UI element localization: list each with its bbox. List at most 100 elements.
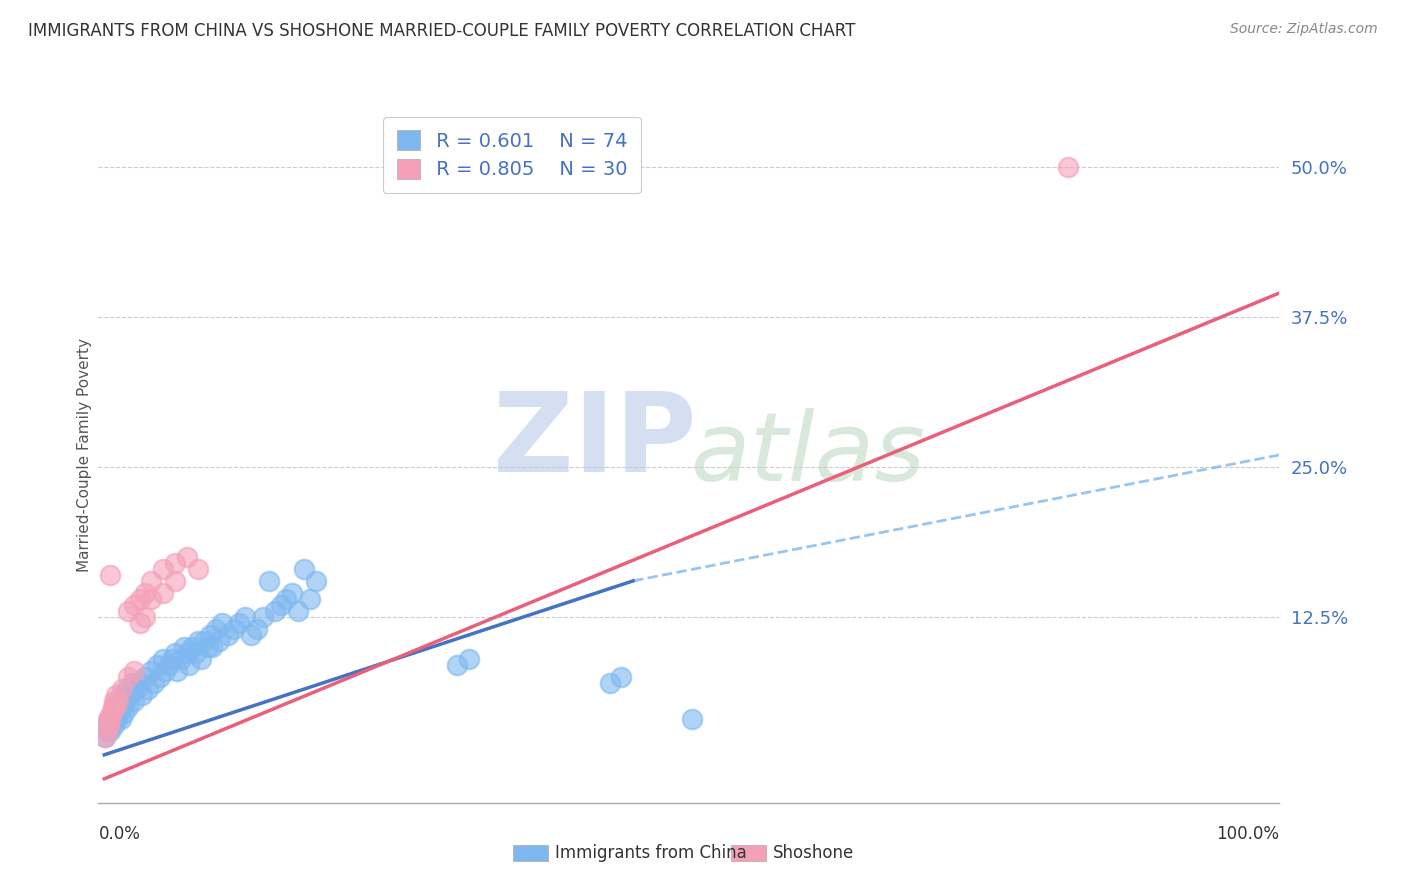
Point [141, 591, 163, 606]
Point [228, 615, 250, 630]
Point [97, 712, 120, 726]
Point [105, 688, 128, 702]
Point [155, 664, 177, 678]
Point [117, 670, 139, 684]
Point [122, 598, 145, 612]
Point [122, 664, 145, 678]
Point [107, 706, 129, 720]
Point [166, 664, 188, 678]
Point [112, 706, 135, 720]
Point [246, 622, 269, 636]
Point [114, 694, 136, 708]
Point [157, 657, 180, 672]
Text: 0.0%: 0.0% [98, 825, 141, 843]
Point [111, 681, 134, 696]
Point [131, 688, 153, 702]
Point [100, 712, 122, 726]
Point [134, 586, 156, 600]
Point [233, 610, 256, 624]
Point [217, 628, 239, 642]
Y-axis label: Married-Couple Family Poverty: Married-Couple Family Poverty [77, 338, 91, 572]
Point [457, 652, 479, 666]
Point [105, 699, 128, 714]
Point [125, 681, 148, 696]
Legend:  R = 0.601    N = 74,  R = 0.805    N = 30: R = 0.601 N = 74, R = 0.805 N = 30 [382, 117, 641, 193]
Point [211, 615, 233, 630]
Point [176, 646, 198, 660]
Point [134, 610, 156, 624]
Point [173, 640, 195, 654]
Point [108, 694, 131, 708]
Point [201, 640, 224, 654]
Point [134, 670, 156, 684]
Point [104, 699, 127, 714]
Text: atlas: atlas [689, 409, 925, 501]
Point [152, 562, 174, 576]
Point [94, 730, 117, 744]
Point [96, 723, 118, 738]
Point [128, 591, 150, 606]
Point [193, 633, 215, 648]
Point [111, 699, 134, 714]
Text: Source: ZipAtlas.com: Source: ZipAtlas.com [1230, 22, 1378, 37]
Point [681, 712, 703, 726]
Point [170, 652, 193, 666]
Point [298, 591, 321, 606]
Point [205, 622, 228, 636]
Point [1057, 160, 1080, 174]
Point [98, 723, 121, 738]
Point [103, 694, 125, 708]
Point [181, 640, 204, 654]
Point [128, 615, 150, 630]
Point [100, 706, 122, 720]
Text: ZIP: ZIP [492, 387, 696, 494]
Point [187, 633, 209, 648]
Point [287, 604, 309, 618]
Point [101, 699, 124, 714]
Point [117, 699, 139, 714]
Point [112, 688, 135, 702]
Point [292, 562, 315, 576]
Point [252, 610, 274, 624]
Point [446, 657, 468, 672]
Point [103, 718, 125, 732]
Point [270, 598, 292, 612]
Point [610, 670, 633, 684]
Text: IMMIGRANTS FROM CHINA VS SHOSHONE MARRIED-COUPLE FAMILY POVERTY CORRELATION CHAR: IMMIGRANTS FROM CHINA VS SHOSHONE MARRIE… [28, 22, 855, 40]
Point [599, 676, 621, 690]
Point [208, 633, 231, 648]
Point [190, 652, 212, 666]
Point [222, 622, 245, 636]
Point [305, 574, 328, 588]
Point [117, 604, 139, 618]
Text: Immigrants from China: Immigrants from China [555, 844, 747, 862]
Point [94, 730, 117, 744]
Point [146, 657, 169, 672]
Point [122, 694, 145, 708]
Point [98, 718, 121, 732]
Point [276, 591, 298, 606]
Point [152, 652, 174, 666]
Point [281, 586, 304, 600]
Text: Shoshone: Shoshone [773, 844, 855, 862]
Point [141, 664, 163, 678]
Point [110, 712, 132, 726]
Point [152, 586, 174, 600]
Point [128, 676, 150, 690]
Point [105, 712, 128, 726]
Point [162, 652, 184, 666]
Point [136, 681, 159, 696]
Point [104, 712, 127, 726]
Point [141, 574, 163, 588]
Point [187, 562, 209, 576]
Point [96, 718, 118, 732]
Point [163, 556, 186, 570]
Point [148, 670, 170, 684]
Point [107, 694, 129, 708]
Point [101, 706, 124, 720]
Point [184, 646, 207, 660]
Point [176, 549, 198, 564]
Point [121, 676, 143, 690]
Point [263, 604, 285, 618]
Point [98, 567, 121, 582]
